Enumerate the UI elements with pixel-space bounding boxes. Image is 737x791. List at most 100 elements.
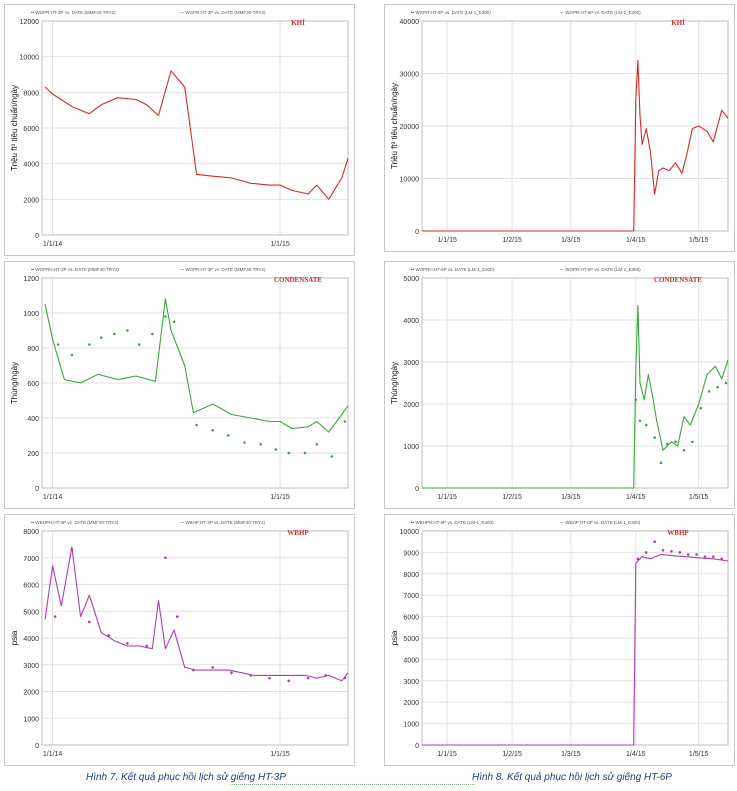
- legend-entry: •• WOPRH:HT-6P vs. DATE (LM-1_E300): [411, 267, 495, 272]
- y-tick-label: 20000: [400, 124, 420, 131]
- legend-entry: — WBHP:HT-6P vs. DATE (LM-1_E300): [560, 520, 641, 525]
- y-tick-label: 8000: [23, 90, 39, 97]
- data-point: [665, 442, 669, 446]
- data-point: [720, 557, 724, 561]
- y-tick-label: 1000: [23, 311, 39, 318]
- data-point: [99, 336, 103, 339]
- data-point: [699, 406, 703, 410]
- y-tick-label: 4000: [403, 657, 419, 664]
- legend-entry: — WGPR:HT-6P vs. DATE (LM-1_E300): [560, 10, 642, 15]
- data-point: [636, 557, 640, 561]
- y-tick-label: 1000: [23, 716, 39, 723]
- data-point: [268, 676, 271, 680]
- data-point: [145, 644, 149, 648]
- data-point: [659, 461, 663, 465]
- y-tick-label: 4000: [23, 636, 39, 643]
- chart-gas-ht6p: 0 10000 20000 30000 40000 1/1/15 1/2/15 1/3/15 1…: [390, 10, 729, 244]
- data-point: [195, 423, 198, 427]
- plot-frame: [41, 20, 349, 236]
- data-point: [324, 674, 327, 677]
- data-point: [274, 448, 278, 451]
- legend-entry: •• WGPR:HT-3P vs. DATE (MMF30-TRY2): [31, 10, 116, 15]
- data-point: [56, 343, 60, 346]
- x-tick-label: 1/1/15: [437, 494, 457, 501]
- x-tick-label: 1/1/15: [437, 237, 457, 244]
- x-tick-label: 1/3/15: [561, 494, 581, 501]
- series-line: [422, 59, 729, 232]
- legend-entry: •• WBHPH:HT-6P vs. DATE (LM-1_E300): [411, 520, 494, 525]
- data-point: [192, 668, 195, 672]
- data-point: [227, 434, 230, 437]
- y-axis-label: psia: [390, 630, 399, 645]
- y-tick-label: 800: [27, 346, 39, 353]
- y-tick-label: 8000: [403, 572, 419, 579]
- x-tick-label: 1/1/14: [43, 241, 63, 248]
- y-tick-label: 0: [35, 743, 39, 750]
- caption-figure-8: Hình 8. Kết quả phục hồi lịch sử giếng H…: [472, 772, 672, 783]
- y-tick-label: 6000: [23, 583, 39, 590]
- y-tick-label: 8000: [23, 529, 39, 536]
- data-point: [638, 419, 642, 423]
- data-point: [653, 540, 656, 543]
- series-line: [44, 70, 349, 200]
- data-point: [126, 329, 129, 332]
- y-tick-label: 5000: [403, 276, 419, 283]
- data-point: [126, 642, 129, 645]
- y-axis-label: Triệu ft³ tiêu chuẩn/ngày: [390, 83, 399, 169]
- x-tick-label: 1/4/15: [626, 494, 646, 501]
- panel-condensate-ht3p: 0 200 400 600 800 1000 1200 1/1/14 1/1/15 •• WOPR…: [4, 261, 355, 509]
- plot-frame: [41, 530, 349, 746]
- series-line: [422, 304, 729, 489]
- legend-entry: •• WBHPH:HT-3P vs. DATE (MMF30-TRY2): [31, 520, 119, 525]
- series-line: [422, 553, 729, 746]
- y-tick-label: 1000: [403, 444, 419, 451]
- y-tick-label: 0: [415, 229, 419, 236]
- x-tick-label: 1/3/15: [561, 237, 581, 244]
- chart-title: KHÍ: [671, 19, 685, 27]
- y-tick-label: 600: [27, 381, 39, 388]
- panel-gas-ht6p: 0 10000 20000 30000 40000 1/1/15 1/2/15 1/3/15 1…: [384, 4, 735, 252]
- data-point: [172, 320, 176, 324]
- y-tick-label: 200: [27, 451, 39, 458]
- x-tick-label: 1/1/14: [43, 751, 63, 758]
- plot-frame: [41, 277, 349, 489]
- x-tick-label: 1/5/15: [689, 494, 709, 501]
- chart-title: KHÍ: [291, 19, 305, 27]
- data-point: [661, 548, 665, 552]
- data-point: [88, 620, 91, 624]
- y-tick-label: 2000: [403, 402, 419, 409]
- data-point: [70, 353, 74, 357]
- panel-wbhp-ht6p: 0 1000 2000 3000 4000 5000 6000 7000 8000 9000 100…: [384, 514, 735, 766]
- y-axis-label: Triệu ft³ tiêu chuẩn/ngày: [10, 85, 19, 171]
- data-point: [724, 381, 728, 385]
- data-point: [682, 448, 686, 452]
- legend-entry: — WBHP:HT-3P vs. DATE (MMF30-TRY2): [180, 520, 266, 525]
- data-point: [230, 671, 233, 675]
- data-point: [707, 390, 711, 393]
- x-tick-label: 1/5/15: [689, 751, 709, 758]
- y-tick-label: 2000: [23, 690, 39, 697]
- data-point: [644, 423, 648, 427]
- data-point: [53, 615, 57, 618]
- data-point: [88, 343, 91, 346]
- data-point: [653, 436, 656, 439]
- y-tick-label: 1000: [403, 722, 419, 729]
- legend-entry: — WOPR:HT-3P vs. DATE (MMF30-TRY2): [180, 267, 267, 272]
- y-tick-label: 4000: [23, 162, 39, 169]
- y-tick-label: 40000: [400, 19, 420, 26]
- data-point: [164, 315, 167, 318]
- data-point: [712, 555, 715, 558]
- y-tick-label: 0: [415, 743, 419, 750]
- chart-condensate-ht3p: 0 200 400 600 800 1000 1200 1/1/14 1/1/15 •• WOPR…: [10, 267, 349, 501]
- data-point: [670, 550, 673, 553]
- data-point: [306, 676, 310, 680]
- y-tick-label: 4000: [403, 318, 419, 325]
- data-point: [695, 553, 698, 556]
- y-tick-label: 0: [35, 233, 39, 240]
- x-tick-label: 1/5/15: [689, 237, 709, 244]
- series-line: [44, 546, 349, 682]
- data-point: [343, 420, 347, 423]
- x-tick-label: 1/2/15: [502, 237, 522, 244]
- data-point: [703, 555, 707, 558]
- x-tick-label: 1/2/15: [502, 494, 522, 501]
